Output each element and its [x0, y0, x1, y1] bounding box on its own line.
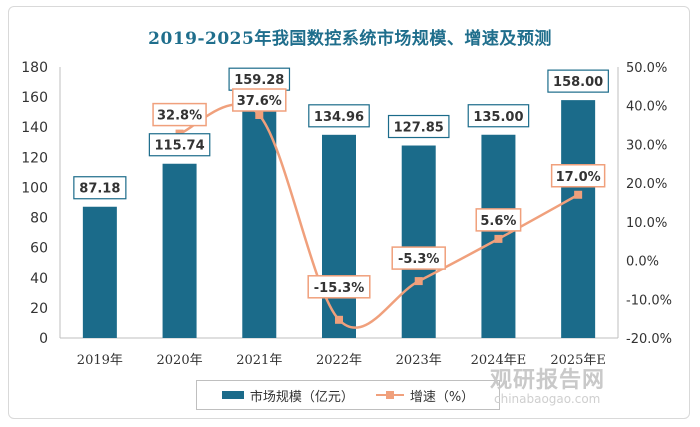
legend-bar-label: 市场规模（亿元）: [249, 389, 354, 405]
line-data-label-box: [475, 208, 522, 232]
y-right-tick-label: 50.0%: [626, 61, 667, 76]
legend-bar-swatch: [221, 391, 244, 399]
legend-item-bar: 市场规模（亿元）: [221, 386, 354, 405]
bar-data-label: 127.85: [394, 121, 444, 136]
bar: [561, 100, 596, 338]
line-data-label: 37.6%: [237, 94, 282, 109]
x-tick-label: 2023年: [396, 353, 442, 368]
x-tick-label: 2024年E: [471, 353, 527, 368]
y-right-tick-label: 10.0%: [626, 216, 667, 231]
bar-data-label-box: [547, 69, 609, 93]
y-right-tick-label: 40.0%: [626, 100, 667, 115]
bar-data-label: 115.74: [154, 139, 204, 154]
line-data-label: 5.6%: [480, 214, 516, 229]
line-data-label: -15.3%: [314, 281, 365, 296]
y-left-tick-label: 140: [21, 120, 48, 136]
bar-data-label-box: [308, 104, 370, 128]
y-right-tick-label: -10.0%: [626, 293, 672, 308]
x-tick-label: 2021年: [236, 353, 282, 368]
bar: [242, 98, 277, 338]
legend-line-label: 增速（%）: [409, 389, 475, 405]
line-data-label: 32.8%: [157, 109, 202, 124]
watermark-logo: 观研报告网: [490, 368, 606, 393]
line-data-label-box: [391, 246, 446, 270]
chart-legend: 市场规模（亿元） 增速（%）: [196, 380, 500, 410]
y-right-tick-label: -20.0%: [626, 332, 672, 347]
bar: [322, 134, 356, 338]
bar-data-label-box: [387, 114, 450, 139]
bar-data-label: 158.00: [553, 75, 603, 90]
chart-title: 2019-2025年我国数控系统市场规模、增速及预测: [148, 29, 552, 49]
line-marker: [574, 190, 583, 199]
y-left-tick-label: 20: [30, 301, 48, 317]
bar: [162, 163, 197, 338]
bar-data-label: 159.28: [234, 73, 284, 88]
line-data-label-box: [307, 275, 371, 299]
y-left-tick-label: 40: [30, 271, 48, 287]
bar-data-label: 134.96: [314, 110, 364, 125]
bar: [401, 145, 436, 338]
y-left-tick-label: 80: [30, 211, 48, 227]
line-marker: [335, 315, 343, 324]
line-marker: [414, 277, 423, 286]
x-tick-label: 2022年: [316, 353, 362, 368]
line-marker: [494, 234, 503, 243]
line-data-label: -5.3%: [398, 252, 439, 267]
bar-data-label-box: [148, 133, 211, 157]
x-tick-label: 2025年E: [550, 353, 606, 368]
bar-data-label-box: [73, 176, 127, 200]
line-marker: [255, 111, 264, 120]
line-data-label-box: [152, 102, 207, 127]
y-right-tick-label: 30.0%: [626, 138, 667, 153]
watermark-url: chinabaogao.com: [494, 392, 601, 406]
bar-data-label: 87.18: [79, 182, 120, 197]
line-data-label-box: [232, 88, 287, 112]
x-tick-label: 2019年: [77, 353, 123, 368]
line-data-label: 17.0%: [556, 170, 601, 185]
legend-item-line: 增速（%）: [375, 386, 475, 405]
bar: [82, 206, 117, 338]
bar-data-label: 135.00: [473, 110, 523, 125]
legend-line-swatch: [375, 390, 404, 400]
x-tick-label: 2020年: [157, 353, 203, 368]
y-left-tick-label: 160: [21, 90, 48, 106]
bar-data-label-box: [467, 104, 530, 128]
y-left-tick-label: 60: [30, 241, 48, 257]
y-right-tick-label: 20.0%: [626, 177, 667, 192]
y-left-tick-label: 0: [39, 331, 48, 347]
y-left-tick-label: 180: [21, 60, 48, 76]
y-right-tick-label: 0.0%: [626, 255, 659, 270]
y-left-tick-label: 120: [21, 150, 48, 166]
y-left-tick-label: 100: [21, 180, 48, 196]
line-data-label-box: [550, 164, 606, 188]
